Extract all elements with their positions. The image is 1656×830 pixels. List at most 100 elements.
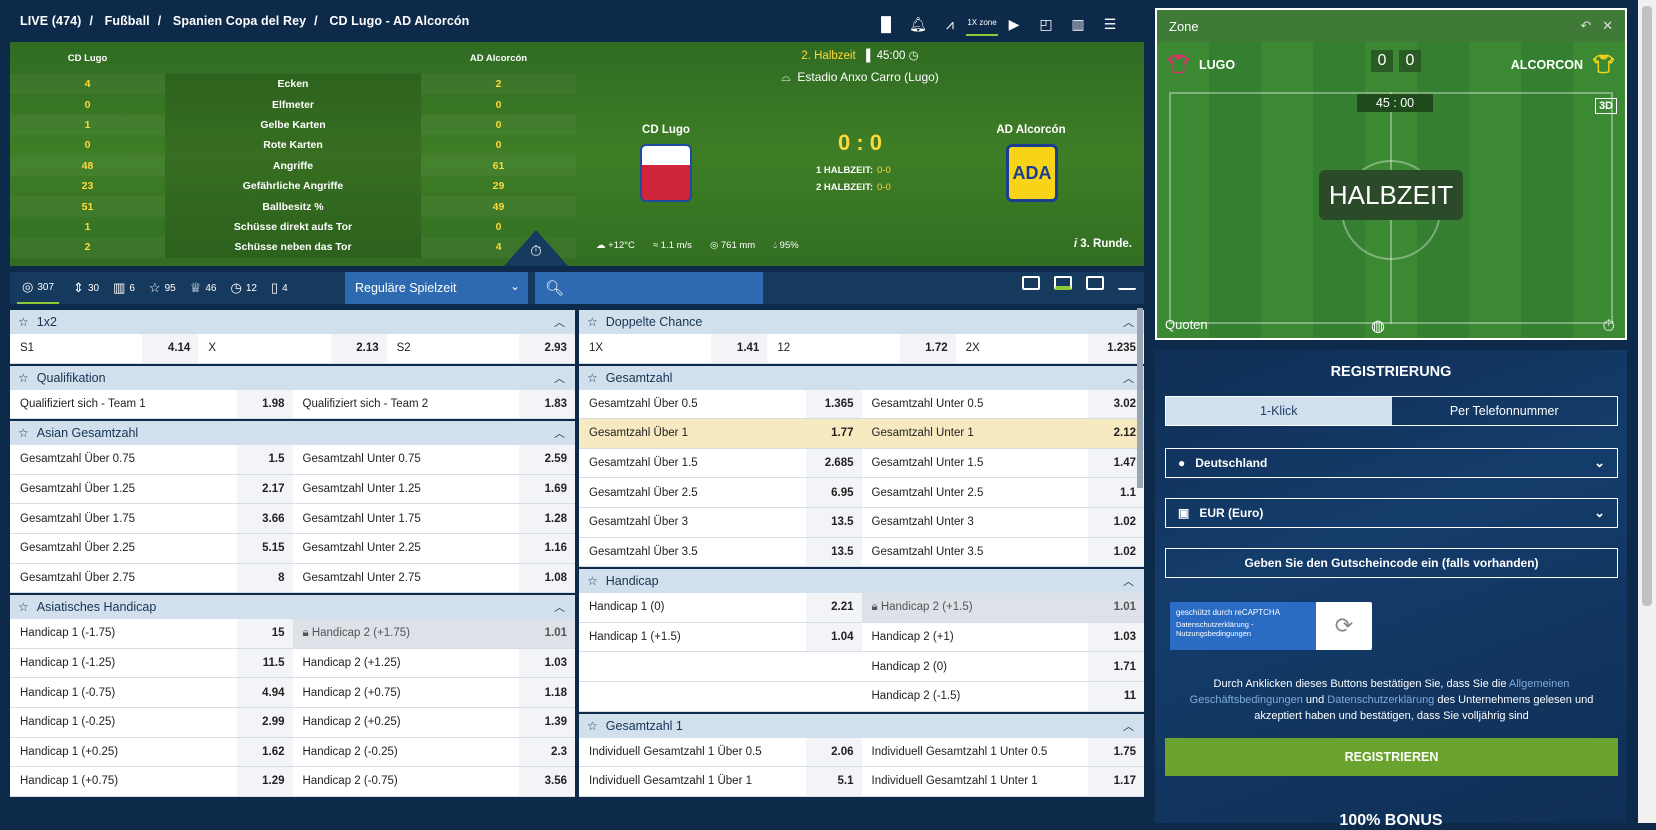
- chevron-up-icon[interactable]: ︿: [554, 372, 565, 385]
- register-button[interactable]: REGISTRIEREN: [1165, 738, 1618, 776]
- odds-cell[interactable]: Handicap 1 (-1.25) 11.5: [10, 648, 293, 678]
- country-select[interactable]: ● Deutschland ⌄: [1165, 448, 1618, 478]
- odds-cell[interactable]: 2X 1.235: [956, 334, 1144, 363]
- odds-cell[interactable]: Gesamtzahl Über 1 1.77: [579, 419, 862, 448]
- odds-cell[interactable]: Qualifiziert sich - Team 2 1.83: [293, 389, 575, 419]
- odds-cell[interactable]: Gesamtzahl Unter 1 2.12: [861, 419, 1144, 448]
- privacy-link[interactable]: Datenschutzerklärung: [1327, 694, 1435, 706]
- 1x-zone-icon[interactable]: 1X zone: [966, 12, 998, 36]
- odds-cell[interactable]: 🔒︎ Handicap 2 (+1.5) 1.01: [861, 593, 1144, 622]
- market-filter-0[interactable]: ◎ 307: [17, 272, 60, 304]
- odds-cell[interactable]: Gesamtzahl Über 3.5 13.5: [579, 537, 862, 567]
- odds-cell[interactable]: 1X 1.41: [579, 334, 768, 363]
- odds-cell[interactable]: Handicap 2 (+1.25) 1.03: [293, 648, 575, 678]
- odds-cell[interactable]: Handicap 2 (-0.75) 3.56: [293, 767, 575, 796]
- odds-cell[interactable]: Handicap 1 (-0.75) 4.94: [10, 678, 293, 707]
- chart-icon[interactable]: ⩘: [946, 15, 954, 32]
- odds-cell[interactable]: Individuell Gesamtzahl 1 Unter 0.5 1.75: [862, 737, 1144, 767]
- odds-cell[interactable]: Gesamtzahl Unter 2.5 1.1: [862, 478, 1144, 507]
- market-filter-5[interactable]: ◷ 12: [230, 280, 256, 296]
- odds-cell[interactable]: Gesamtzahl Unter 1.5 1.47: [862, 448, 1144, 478]
- odds-cell[interactable]: Handicap 1 (0) 2.21: [579, 593, 862, 622]
- market-header[interactable]: ☆ Qualifikation ︿: [10, 363, 575, 390]
- chevron-up-icon[interactable]: ︿: [1123, 720, 1134, 733]
- odds-cell[interactable]: Gesamtzahl Über 0.5 1.365: [579, 389, 862, 419]
- star-icon[interactable]: ☆: [587, 718, 598, 733]
- star-icon[interactable]: ☆: [18, 370, 29, 385]
- odds-cell[interactable]: Gesamtzahl Über 2.5 6.95: [579, 478, 862, 507]
- layout-three-column-icon[interactable]: [1086, 276, 1104, 290]
- market-header[interactable]: ☆ Handicap ︿: [579, 567, 1144, 594]
- breadcrumb-sport[interactable]: Fußball: [104, 14, 150, 28]
- odds-cell[interactable]: 🔒︎ Handicap 2 (+1.75) 1.01: [292, 619, 575, 648]
- odds-cell[interactable]: Handicap 2 (-0.25) 2.3: [293, 737, 575, 767]
- odds-cell[interactable]: Handicap 2 (+1) 1.03: [862, 622, 1144, 652]
- chevron-up-icon[interactable]: ︿: [554, 428, 565, 441]
- market-filter-1[interactable]: ⇕ 30: [73, 280, 99, 296]
- odds-cell[interactable]: Gesamtzahl Über 2.25 5.15: [10, 533, 293, 563]
- chevron-up-icon[interactable]: ︿: [1123, 317, 1134, 329]
- odds-cell[interactable]: Handicap 1 (-0.25) 2.99: [10, 707, 293, 737]
- odds-cell[interactable]: Handicap 2 (+0.75) 1.18: [293, 678, 575, 707]
- stats-icon[interactable]: ▐▌: [876, 16, 896, 32]
- market-header[interactable]: ☆ Doppelte Chance ︿: [579, 308, 1144, 334]
- odds-cell[interactable]: Gesamtzahl Unter 1.75 1.28: [293, 504, 575, 533]
- odds-cell[interactable]: Individuell Gesamtzahl 1 Über 0.5 2.06: [579, 737, 862, 767]
- chevron-up-icon[interactable]: ︿: [554, 317, 565, 329]
- star-icon[interactable]: ☆: [18, 315, 29, 329]
- currency-select[interactable]: ▣ EUR (Euro) ⌄: [1165, 498, 1618, 528]
- odds-cell[interactable]: Gesamtzahl Unter 2.25 1.16: [293, 533, 575, 563]
- odds-cell[interactable]: Individuell Gesamtzahl 1 Über 1 5.1: [579, 767, 862, 796]
- zone-stats-icon[interactable]: ◍: [1371, 318, 1385, 335]
- page-scrollbar[interactable]: [1638, 0, 1656, 823]
- star-icon[interactable]: ☆: [587, 315, 598, 329]
- market-header[interactable]: ☆ Asian Gesamtzahl ︿: [10, 419, 575, 446]
- market-filter-4[interactable]: ♕ 46: [190, 280, 217, 296]
- market-header[interactable]: ☆ Asiatisches Handicap ︿: [10, 593, 575, 620]
- odds-cell[interactable]: Gesamtzahl Über 1.5 2.685: [579, 448, 862, 478]
- odds-cell[interactable]: Handicap 1 (-1.75) 15: [10, 619, 293, 648]
- odds-cell[interactable]: Handicap 1 (+0.75) 1.29: [10, 767, 293, 796]
- odds-cell[interactable]: S2 2.93: [387, 334, 575, 363]
- chevron-up-icon[interactable]: ︿: [554, 602, 565, 615]
- close-icon[interactable]: ✕: [1602, 18, 1613, 33]
- odds-cell[interactable]: Gesamtzahl Unter 1.25 1.69: [293, 474, 575, 504]
- odds-cell[interactable]: Gesamtzahl Unter 0.5 3.02: [862, 389, 1144, 419]
- market-filter-3[interactable]: ☆ 95: [149, 280, 176, 296]
- layout-two-column-icon[interactable]: [1054, 276, 1072, 290]
- terms-link[interactable]: Allgemeinen Geschäftsbedingungen: [1189, 678, 1570, 706]
- odds-cell[interactable]: Handicap 2 (-1.5) 11: [862, 681, 1144, 711]
- odds-cell[interactable]: Gesamtzahl Über 0.75 1.5: [10, 445, 293, 474]
- bars-icon[interactable]: ▥: [1071, 15, 1085, 32]
- undo-icon[interactable]: ↶: [1580, 18, 1592, 33]
- tab-phone[interactable]: Per Telefonnummer: [1449, 404, 1559, 418]
- odds-cell[interactable]: Handicap 1 (+0.25) 1.62: [10, 737, 293, 767]
- odds-cell[interactable]: Gesamtzahl Unter 3.5 1.02: [862, 537, 1144, 567]
- market-filter-6[interactable]: ▯ 4: [271, 280, 288, 296]
- star-icon[interactable]: ☆: [18, 600, 29, 615]
- markets-scrollbar[interactable]: [1137, 308, 1143, 488]
- odds-cell[interactable]: S1 4.14: [10, 334, 199, 363]
- odds-cell[interactable]: Handicap 1 (+1.5) 1.04: [579, 622, 862, 652]
- odds-cell[interactable]: Gesamtzahl Über 2.75 8: [10, 563, 293, 593]
- star-icon[interactable]: ☆: [587, 370, 598, 385]
- period-select[interactable]: Reguläre Spielzeit ⌄: [345, 272, 528, 304]
- chevron-up-icon[interactable]: ︿: [1123, 576, 1134, 589]
- tab-one-click[interactable]: 1-Klick: [1166, 397, 1392, 425]
- odds-cell[interactable]: 12 1.72: [767, 334, 956, 363]
- zone-odds-button[interactable]: Quoten: [1165, 317, 1208, 332]
- chevron-up-icon[interactable]: ︿: [1123, 372, 1134, 385]
- window-icon[interactable]: ◰: [1039, 15, 1053, 32]
- odds-cell[interactable]: Handicap 2 (+0.25) 1.39: [293, 707, 575, 737]
- odds-cell[interactable]: Qualifiziert sich - Team 1 1.98: [10, 389, 293, 419]
- market-header[interactable]: ☆ Gesamtzahl ︿: [579, 363, 1144, 390]
- odds-cell[interactable]: X 2.13: [198, 334, 387, 363]
- odds-cell[interactable]: Gesamtzahl Unter 0.75 2.59: [293, 445, 575, 474]
- list-icon[interactable]: ☰: [1103, 15, 1117, 32]
- star-icon[interactable]: ☆: [18, 426, 29, 441]
- market-filter-2[interactable]: ▥ 6: [113, 280, 135, 296]
- play-icon[interactable]: ▶: [1008, 15, 1020, 32]
- odds-cell[interactable]: Gesamtzahl Über 1.75 3.66: [10, 504, 293, 533]
- odds-cell[interactable]: Gesamtzahl Unter 3 1.02: [862, 507, 1144, 537]
- odds-cell[interactable]: Gesamtzahl Über 3 13.5: [579, 507, 862, 537]
